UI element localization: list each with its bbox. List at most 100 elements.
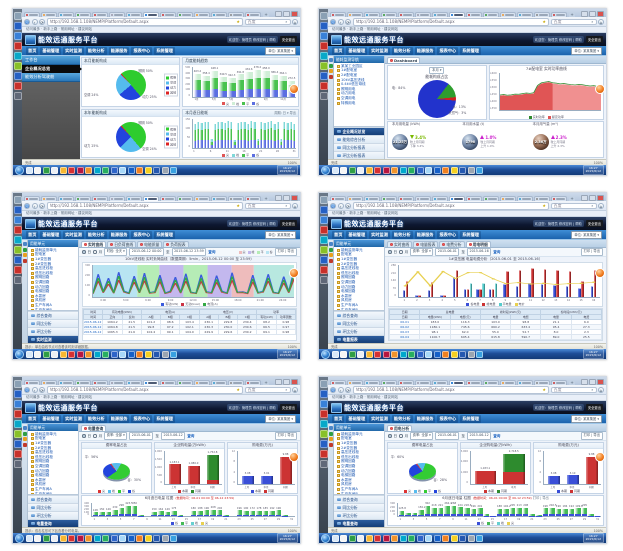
launcher-icon[interactable] (13, 92, 22, 100)
mini-tab-icon[interactable] (22, 437, 27, 441)
mini-tab-icon[interactable] (328, 426, 333, 430)
back-button[interactable]: ‹ (24, 386, 30, 393)
mini-tab-icon[interactable] (328, 58, 333, 62)
launcher-icon[interactable] (13, 450, 22, 458)
user-links[interactable]: 欢迎您：管理员 修改密码 | 帮助 (532, 404, 584, 411)
taskbar-icon[interactable] (467, 350, 475, 358)
browser-tab[interactable] (24, 195, 40, 201)
home-button[interactable]: ⌂ (598, 202, 604, 209)
nav-item[interactable]: 基础管理 (40, 230, 62, 239)
new-tab-button[interactable]: + (263, 12, 269, 17)
floating-widget[interactable] (289, 451, 299, 462)
start-button[interactable] (321, 165, 330, 175)
nav-item[interactable]: 基础管理 (346, 414, 368, 423)
sidebar-item-active[interactable]: 企业概况总览 (22, 65, 82, 73)
launcher-icon[interactable] (319, 42, 328, 50)
browser-tab[interactable] (177, 11, 193, 17)
tree-item[interactable]: 高压进线柜 (334, 266, 384, 271)
tab-active[interactable]: 用电分析 (387, 425, 413, 431)
date-to-input[interactable]: 2015-06-16 (467, 248, 492, 256)
browser-tab[interactable] (41, 11, 57, 17)
taskbar-icon[interactable] (136, 166, 143, 174)
mini-tab-icon[interactable] (22, 242, 27, 246)
browser-tab[interactable] (211, 11, 227, 17)
taskbar-icon[interactable] (85, 350, 92, 358)
tree-item[interactable]: 照明回路 (28, 275, 78, 281)
tree-item[interactable]: 配电室 (28, 252, 78, 258)
org-select[interactable]: 单位: 某某集团 ▾ (571, 230, 602, 239)
browser-tab[interactable] (24, 11, 40, 17)
taskbar-icon[interactable] (59, 166, 67, 174)
taskbar-icon[interactable] (153, 534, 160, 542)
nav-item[interactable]: 基础管理 (346, 46, 368, 55)
mini-tab-icon[interactable] (328, 69, 333, 73)
date-from-input[interactable]: 2015-06-12 00:00 (129, 248, 164, 256)
sidebar-menu-item[interactable]: 实时监测 (28, 335, 78, 343)
bookmarks-bar[interactable]: 访问最多 · 新手上路 · 常用网址 · 建议网站 (328, 211, 606, 217)
taskbar-icon[interactable] (34, 166, 41, 174)
nav-item[interactable]: 能源服务 (414, 230, 436, 239)
tree-item[interactable]: 生产车间A (334, 487, 384, 492)
browser-tab[interactable] (432, 379, 448, 385)
tree-item[interactable]: 水泵房 (28, 478, 78, 483)
nav-item[interactable]: 系统管理 (460, 230, 481, 239)
close-button[interactable] (291, 11, 298, 17)
nav-item[interactable]: 首页 (26, 230, 39, 239)
period-select[interactable]: 费率: 全部 ▾ (410, 432, 434, 440)
tree-item[interactable]: 低压出线柜 (334, 455, 384, 460)
tree-item[interactable]: 风机房 (28, 298, 78, 304)
taskbar-icon[interactable] (42, 166, 50, 174)
taskbar-icon[interactable] (476, 350, 483, 358)
tree-item[interactable]: 水泵房 (28, 294, 78, 299)
taskbar-icon[interactable] (425, 534, 432, 542)
app-tab[interactable]: 实时曲线 (387, 241, 413, 247)
browser-tab[interactable] (381, 195, 397, 201)
nav-item[interactable]: 报表中心 (437, 46, 459, 55)
launcher-icon[interactable] (319, 62, 328, 70)
browser-tab[interactable] (449, 379, 465, 385)
taskbar-icon[interactable] (102, 534, 109, 542)
radio-month[interactable] (93, 250, 97, 254)
org-select[interactable]: 单位: 某某集团 ▾ (265, 46, 296, 55)
mini-tab-icon[interactable] (328, 258, 333, 263)
browser-tab[interactable] (211, 379, 227, 385)
search-box[interactable]: 百度 ⌕ (550, 386, 597, 393)
refresh-button[interactable]: ⟳ (39, 18, 45, 25)
taskbar-icon[interactable] (416, 166, 424, 174)
browser-tab[interactable] (415, 379, 431, 385)
taskbar-icon[interactable] (348, 534, 356, 542)
system-tray-clock[interactable]: 16:27 2015/6/12 (582, 349, 604, 359)
browser-tab[interactable] (24, 379, 40, 385)
sidebar-menu-item[interactable]: 同比分析 (28, 503, 78, 511)
browser-tab[interactable] (92, 379, 108, 385)
nav-item[interactable]: 报表中心 (437, 230, 459, 239)
tree-item[interactable]: 电梯回路 (28, 289, 78, 294)
date-to-input[interactable]: 2015-06-12 (161, 432, 186, 440)
taskbar-icon[interactable] (127, 534, 135, 542)
nav-item[interactable]: 基础管理 (40, 414, 62, 423)
tree-item[interactable]: 空调回路 (28, 280, 78, 285)
browser-tab[interactable] (228, 379, 244, 385)
nav-item[interactable]: 能源服务 (108, 230, 130, 239)
browser-tab[interactable] (517, 195, 533, 201)
bookmarks-bar[interactable]: 访问最多 · 新手上路 · 常用网址 · 建议网站 (328, 395, 606, 401)
print-export-group[interactable]: 打印 | 导出 (580, 248, 603, 256)
launcher-icon[interactable] (13, 400, 22, 408)
taskbar-icon[interactable] (42, 534, 50, 542)
launcher-icon[interactable] (13, 22, 22, 30)
forward-button[interactable]: › (31, 386, 38, 393)
sidebar-item-workbench[interactable]: 工作台 (22, 56, 80, 65)
browser-tab[interactable] (517, 11, 533, 17)
search-box[interactable]: 百度 ⌕ (244, 202, 291, 209)
tree-item[interactable]: 1#变压器 (334, 257, 384, 262)
user-links[interactable]: 欢迎您：管理员 修改密码 | 帮助 (226, 220, 278, 227)
taskbar-icon[interactable] (467, 166, 475, 174)
browser-tab[interactable] (347, 11, 363, 17)
tree-item[interactable]: 空调回路 (28, 464, 78, 469)
launcher-icon[interactable] (13, 266, 22, 274)
browser-tab[interactable] (483, 195, 499, 201)
app-tab[interactable]: 实时曲线 (81, 241, 107, 247)
browser-tab[interactable] (228, 11, 244, 17)
taskbar-icon[interactable] (25, 166, 33, 174)
taskbar-icon[interactable] (365, 350, 373, 358)
